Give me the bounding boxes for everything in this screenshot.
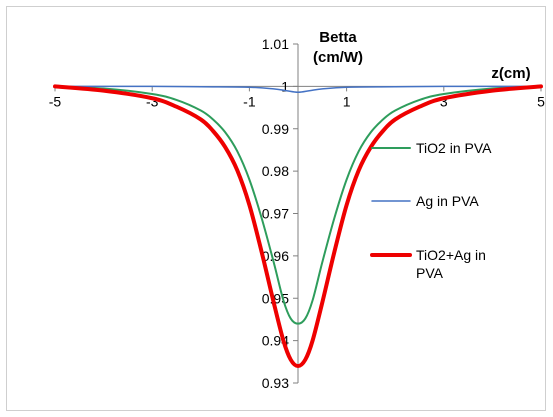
legend-label-tio2-ag-line1: TiO2+Ag in <box>416 247 486 263</box>
x-tick-label: -5 <box>49 93 62 109</box>
x-axis-title: z(cm) <box>491 65 530 82</box>
y-tick-label: 0.96 <box>262 248 289 264</box>
y-tick-label: 0.97 <box>262 206 289 222</box>
legend-label-ag: Ag in PVA <box>416 193 479 209</box>
series-line-tio2 <box>54 85 542 325</box>
legend-label-tio2-ag-line2: PVA <box>416 265 444 281</box>
x-tick-label: -1 <box>243 93 256 109</box>
y-tick-label: 0.93 <box>262 375 289 391</box>
legend-item-tio2-ag[interactable]: TiO2+Ag in PVA <box>370 247 486 281</box>
x-ticks: -5 -3 -1 1 3 5 <box>49 86 545 109</box>
legend-item-ag[interactable]: Ag in PVA <box>371 193 479 209</box>
y-axis-title-line2: (cm/W) <box>313 49 363 66</box>
legend-label-tio2: TiO2 in PVA <box>416 140 492 156</box>
series-lines <box>53 84 543 369</box>
x-tick-label: 1 <box>343 93 351 109</box>
y-tick-label: 1 <box>281 78 289 94</box>
x-tick-label: 3 <box>440 93 448 109</box>
legend-item-tio2[interactable]: TiO2 in PVA <box>371 140 492 156</box>
x-tick-label: 5 <box>537 93 545 109</box>
y-axis-title-line1: Betta <box>319 29 357 46</box>
series-line-tio2-ag <box>53 84 543 369</box>
y-tick-label: 0.98 <box>262 163 289 179</box>
y-tick-label: 1.01 <box>262 36 289 52</box>
series-line-ag <box>54 85 542 94</box>
chart-frame <box>6 6 546 411</box>
y-tick-label: 0.99 <box>262 121 289 137</box>
legend: TiO2 in PVA Ag in PVA TiO2+Ag in PVA <box>370 140 492 281</box>
